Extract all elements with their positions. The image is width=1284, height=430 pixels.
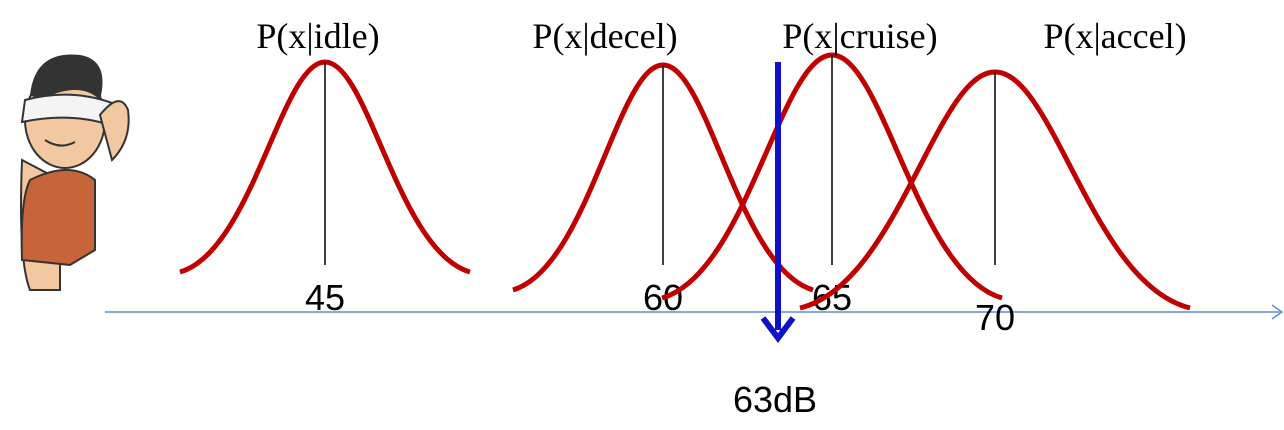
axis-arrow	[1271, 304, 1284, 320]
mean-label: 70	[975, 297, 1015, 338]
curves: P(x|idle)45P(x|decel)60P(x|cruise)65P(x|…	[179, 16, 1191, 338]
curve-label: P(x|decel)	[532, 16, 677, 56]
curve-label: P(x|cruise)	[782, 16, 937, 56]
observation-arrow-head	[760, 316, 796, 343]
observation-label: 63dB	[733, 379, 817, 420]
listener-icon	[20, 54, 130, 291]
mean-label: 45	[305, 277, 345, 318]
curve-label: P(x|accel)	[1043, 16, 1186, 56]
curve-label: P(x|idle)	[256, 16, 379, 56]
